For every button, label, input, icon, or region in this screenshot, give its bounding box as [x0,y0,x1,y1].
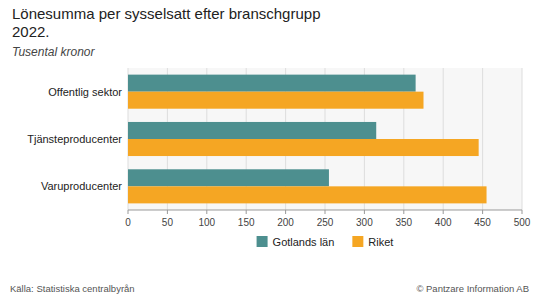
legend-swatch [257,236,268,247]
bars [128,75,487,204]
plot-background [128,68,522,210]
tick-mark [522,210,523,214]
tick-mark [403,210,404,214]
tick-mark [246,210,247,214]
background [0,0,539,300]
bar [128,75,416,92]
tick-mark [364,210,365,214]
legend-swatch [352,236,363,247]
title-line: Lönesumma per sysselsatt efter branschgr… [12,5,321,22]
tick-label: 300 [356,217,373,228]
subtitle: Tusental kronor [12,45,95,59]
title: Lönesumma per sysselsatt efter branschgr… [12,5,321,40]
tick-label: 400 [435,217,452,228]
tick-label: 150 [238,217,255,228]
tick-mark [206,210,207,214]
chart-svg: Lönesumma per sysselsatt efter branschgr… [0,0,539,300]
bar [128,169,329,186]
tick-label: 450 [474,217,491,228]
legend-label: Gotlands län [273,236,335,248]
chart-container: Lönesumma per sysselsatt efter branschgr… [0,0,539,300]
tick-label: 100 [198,217,215,228]
tick-label: 350 [395,217,412,228]
category-label: Varuproducenter [41,180,122,192]
tick-mark [285,210,286,214]
legend-label: Riket [368,236,393,248]
tick-label: 500 [514,217,531,228]
grid-line [522,68,523,210]
x-axis: 0 50 100 150 200 250 300 350 400 450 500 [125,68,531,228]
tick-mark [482,210,483,214]
tick-label: 0 [125,217,131,228]
title-line: 2022. [12,23,50,40]
tick-label: 50 [162,217,174,228]
tick-mark [325,210,326,214]
tick-mark [443,210,444,214]
tick-label: 200 [277,217,294,228]
legend: Gotlands län Riket [257,236,394,248]
bar [128,92,424,109]
annotation: © Pantzare Information AB [416,283,529,294]
bar [128,186,487,203]
x-axis-line [128,210,522,211]
y-axis: Offentlig sektor Tjänsteproducenter Varupr… [27,86,122,193]
bar [128,139,479,156]
annotation: Källa: Statistiska centralbyrån [10,283,135,294]
category-label: Offentlig sektor [48,86,122,98]
tick-mark [128,210,129,214]
tick-label: 250 [317,217,334,228]
tick-mark [167,210,168,214]
bar [128,122,376,139]
category-label: Tjänsteproducenter [27,133,122,145]
